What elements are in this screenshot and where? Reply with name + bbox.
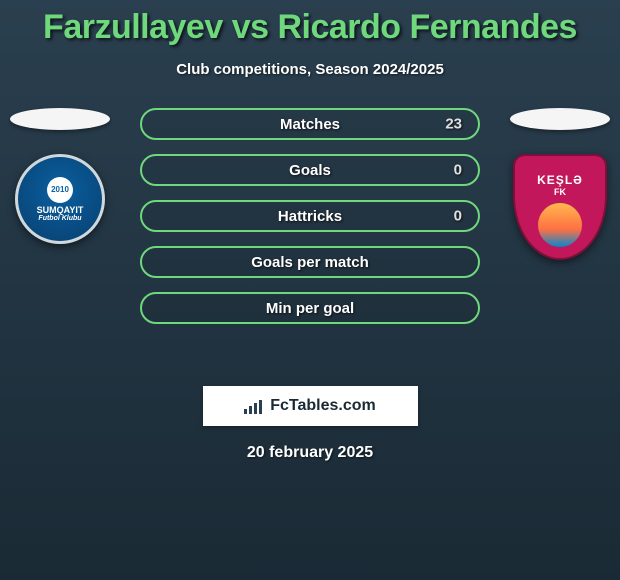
stat-row-hattricks: Hattricks 0 <box>140 200 480 232</box>
comparison-area: 2010 SUMQAYIT Futbol Klubu KEŞLƏ FK Matc… <box>0 108 620 368</box>
stat-label: Hattricks <box>278 208 342 225</box>
stat-row-goals-per-match: Goals per match <box>140 246 480 278</box>
stat-right-value: 0 <box>454 208 462 225</box>
subtitle: Club competitions, Season 2024/2025 <box>0 61 620 78</box>
stat-row-matches: Matches 23 <box>140 108 480 140</box>
stat-label: Goals per match <box>251 254 369 271</box>
left-flag-icon <box>10 108 110 130</box>
stats-column: Matches 23 Goals 0 Hattricks 0 Goals per… <box>140 108 480 324</box>
stat-label: Goals <box>289 162 331 179</box>
stat-label: Min per goal <box>266 300 354 317</box>
stat-row-min-per-goal: Min per goal <box>140 292 480 324</box>
right-flag-icon <box>510 108 610 130</box>
right-club-emblem-icon <box>538 203 582 247</box>
right-club-name: KEŞLƏ <box>537 173 583 187</box>
left-player-column: 2010 SUMQAYIT Futbol Klubu <box>0 108 120 244</box>
branding-box[interactable]: FcTables.com <box>203 386 418 426</box>
right-club-badge: KEŞLƏ FK <box>513 154 607 260</box>
right-club-sub: FK <box>554 187 566 197</box>
stat-right-value: 0 <box>454 162 462 179</box>
left-club-name: SUMQAYIT <box>37 205 84 215</box>
branding-text: FcTables.com <box>270 397 376 415</box>
stat-label: Matches <box>280 116 340 133</box>
left-club-year: 2010 <box>47 177 73 203</box>
footer-date: 20 february 2025 <box>0 444 620 462</box>
left-club-line2: Futbol Klubu <box>38 215 81 222</box>
page-title: Farzullayev vs Ricardo Fernandes <box>0 0 620 47</box>
right-player-column: KEŞLƏ FK <box>500 108 620 260</box>
left-club-badge: 2010 SUMQAYIT Futbol Klubu <box>15 154 105 244</box>
stat-row-goals: Goals 0 <box>140 154 480 186</box>
stat-right-value: 23 <box>445 116 462 133</box>
bar-chart-icon <box>244 398 264 414</box>
